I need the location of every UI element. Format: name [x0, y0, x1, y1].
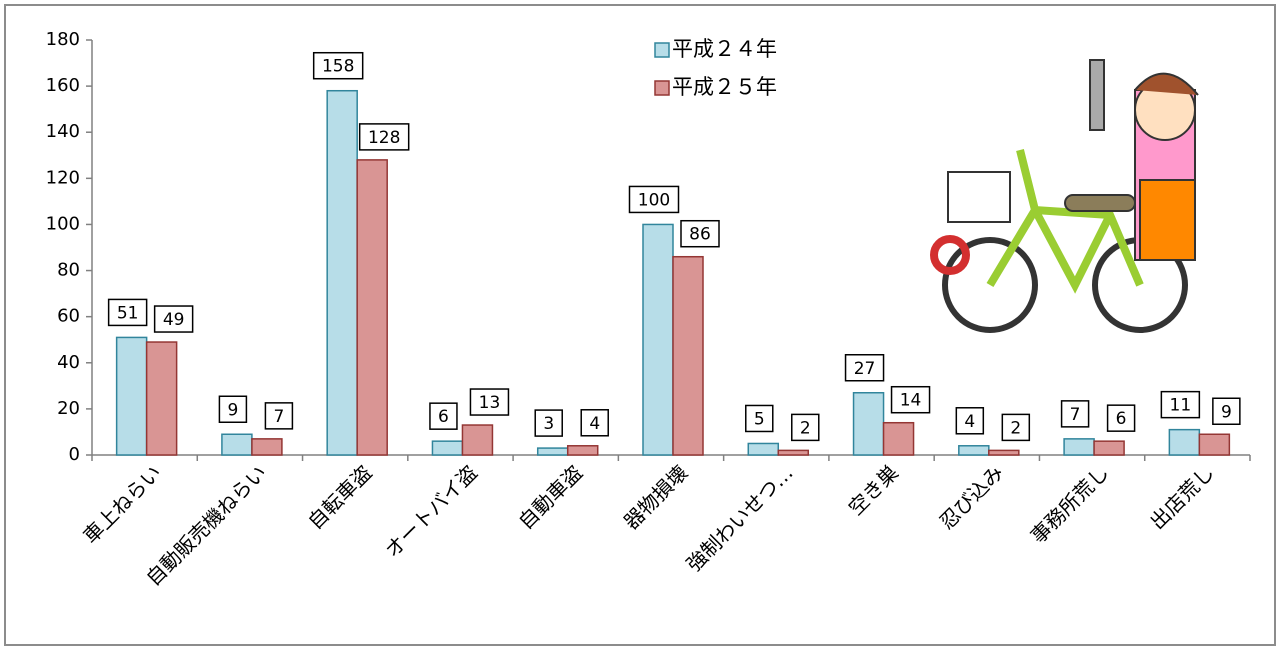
bar: [1064, 439, 1094, 455]
bar: [959, 446, 989, 455]
value-label: 51: [117, 303, 139, 323]
value-label: 158: [322, 57, 354, 77]
bar: [462, 425, 492, 455]
bar: [117, 337, 147, 455]
value-label: 3: [543, 414, 554, 434]
bar: [748, 443, 778, 455]
value-label: 5: [754, 409, 765, 429]
bar: [1169, 430, 1199, 455]
value-label: 49: [163, 310, 185, 330]
value-label: 2: [1010, 418, 1021, 438]
bar: [854, 393, 884, 455]
value-label: 11: [1170, 396, 1192, 416]
bar: [432, 441, 462, 455]
bar: [778, 450, 808, 455]
y-tick-label: 160: [46, 75, 80, 96]
y-tick-label: 140: [46, 121, 80, 142]
y-tick-label: 40: [57, 352, 80, 373]
value-label: 86: [689, 225, 711, 245]
y-tick-label: 120: [46, 167, 80, 188]
value-label: 7: [273, 407, 284, 427]
bar: [643, 224, 673, 455]
value-label: 2: [800, 418, 811, 438]
chart: 020406080100120140160180車上ねらい5149自動販売機ねら…: [0, 0, 1282, 652]
bar: [538, 448, 568, 455]
y-tick-label: 20: [57, 398, 80, 419]
bar: [989, 450, 1019, 455]
bar: [673, 257, 703, 455]
y-tick-label: 80: [57, 260, 80, 281]
value-label: 7: [1070, 405, 1081, 425]
legend-label: 平成２４年: [672, 37, 777, 61]
value-label: 14: [900, 391, 922, 411]
value-label: 9: [1221, 402, 1232, 422]
bar: [357, 160, 387, 455]
y-tick-label: 60: [57, 306, 80, 327]
bar: [1094, 441, 1124, 455]
bar: [568, 446, 598, 455]
value-label: 100: [638, 190, 670, 210]
value-label: 4: [589, 414, 600, 434]
value-label: 6: [438, 407, 449, 427]
bar: [252, 439, 282, 455]
value-label: 13: [479, 393, 501, 413]
value-label: 6: [1116, 409, 1127, 429]
bar: [222, 434, 252, 455]
y-tick-label: 180: [46, 29, 80, 50]
bar: [147, 342, 177, 455]
value-label: 9: [227, 400, 238, 420]
value-label: 4: [964, 412, 975, 432]
bar: [1199, 434, 1229, 455]
y-tick-label: 100: [46, 213, 80, 234]
bar: [884, 423, 914, 455]
legend-swatch: [655, 43, 669, 57]
value-label: 128: [368, 128, 400, 148]
bar: [327, 91, 357, 455]
legend-swatch: [655, 81, 669, 95]
legend-label: 平成２５年: [672, 75, 777, 99]
value-label: 27: [854, 359, 876, 379]
y-tick-label: 0: [69, 444, 80, 465]
